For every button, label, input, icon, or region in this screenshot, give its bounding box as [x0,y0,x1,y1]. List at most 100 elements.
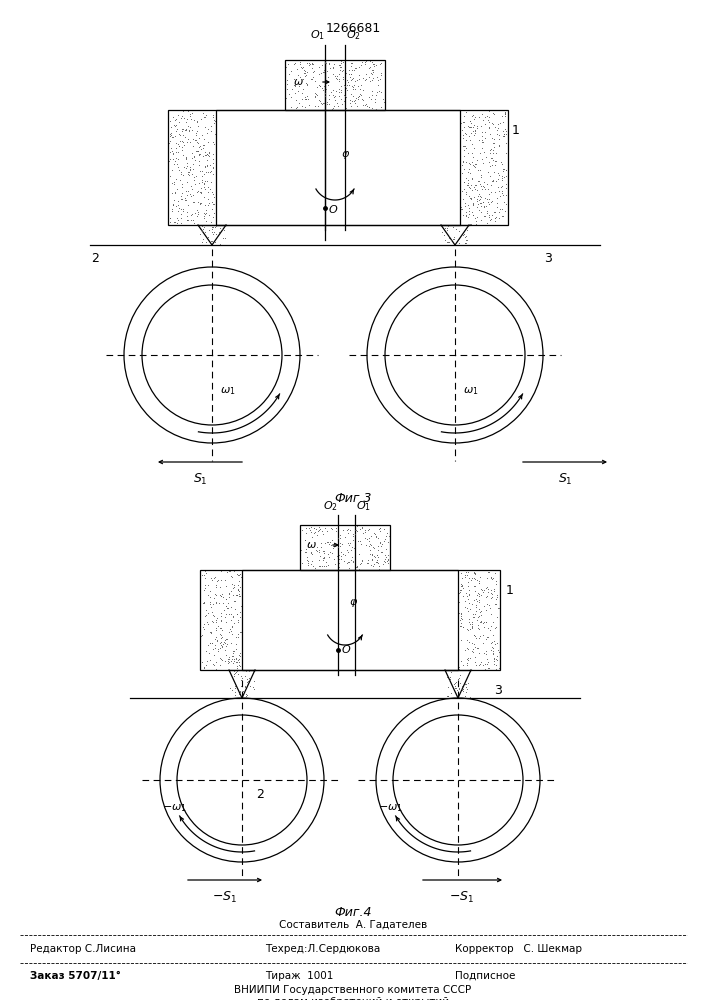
Point [466,619,477,635]
Point [184,106,195,122]
Point [233,567,245,583]
Point [163,153,175,169]
Point [471,630,482,646]
Point [319,54,330,70]
Point [228,587,239,603]
Point [199,582,210,598]
Point [229,678,240,694]
Point [497,114,508,130]
Point [197,174,208,190]
Point [498,169,509,185]
Point [294,69,305,85]
Point [199,595,210,611]
Point [209,224,220,240]
Point [321,96,332,112]
Point [465,572,477,588]
Point [306,553,317,569]
Point [177,127,189,143]
Point [370,529,382,545]
Point [464,621,476,637]
Point [501,176,512,192]
Point [192,118,204,134]
Point [331,70,342,86]
Point [235,588,246,604]
Point [484,158,496,174]
Point [456,608,467,624]
Point [197,595,209,611]
Point [211,654,222,670]
Point [192,204,204,220]
Point [281,72,293,88]
Point [319,78,330,94]
Point [169,153,180,169]
Point [177,103,188,119]
Point [350,60,361,76]
Point [491,153,502,169]
Point [479,582,490,598]
Point [208,590,219,606]
Point [206,604,217,620]
Point [223,585,235,601]
Point [478,179,489,195]
Point [281,76,293,92]
Point [167,151,178,167]
Point [172,136,183,152]
Point [469,649,481,665]
Point [370,554,381,570]
Point [486,184,497,200]
Point [205,570,216,586]
Point [186,111,197,127]
Point [201,146,213,162]
Point [474,176,486,192]
Point [194,226,206,242]
Point [331,68,342,84]
Point [372,547,383,563]
Point [311,79,322,95]
Point [328,89,339,105]
Point [233,629,244,645]
Point [454,618,465,634]
Point [460,569,471,585]
Point [281,90,292,106]
Point [493,644,504,660]
Point [443,230,454,246]
Point [492,179,503,195]
Point [474,656,486,672]
Point [314,93,325,109]
Point [467,204,478,220]
Point [473,192,484,208]
Point [199,109,210,125]
Point [223,589,235,605]
Point [473,630,484,646]
Point [489,164,500,180]
Point [460,204,472,220]
Point [211,614,222,630]
Point [467,145,478,161]
Point [358,70,369,86]
Point [175,172,186,188]
Point [299,89,310,105]
Point [469,578,481,594]
Point [355,555,366,571]
Point [344,66,355,82]
Point [476,581,487,597]
Text: Составитель  А. Гадателев: Составитель А. Гадателев [279,920,427,930]
Point [488,627,499,643]
Point [210,620,221,636]
Point [490,209,501,225]
Point [203,222,214,238]
Point [486,150,498,166]
Point [474,594,485,610]
Point [312,87,323,103]
Point [447,219,458,235]
Point [164,144,175,160]
Point [300,532,311,548]
Point [340,65,351,81]
Point [166,201,177,217]
Point [202,587,214,603]
Point [198,176,209,192]
Point [233,647,245,663]
Point [481,191,493,207]
Point [443,228,455,244]
Point [210,612,221,628]
